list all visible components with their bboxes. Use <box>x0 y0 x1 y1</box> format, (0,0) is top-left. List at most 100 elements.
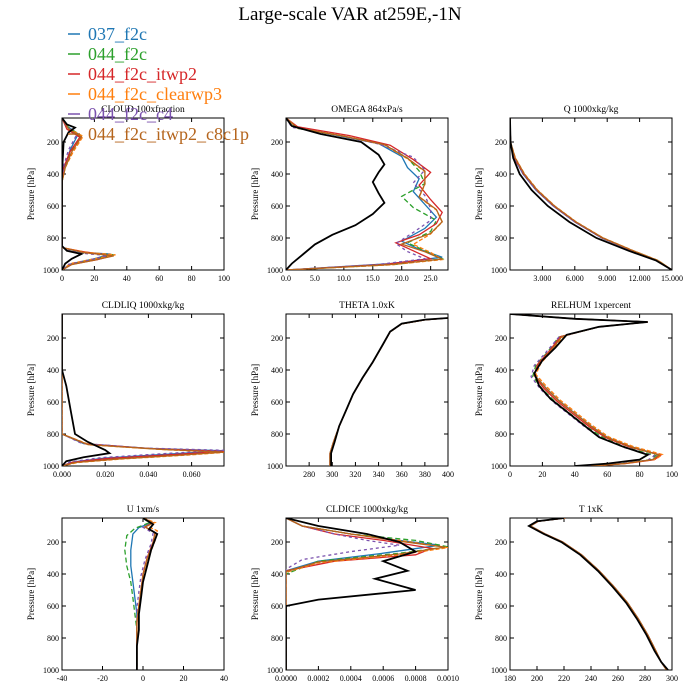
reference-line <box>527 518 669 670</box>
y-tick-label: 200 <box>495 138 507 147</box>
x-tick-label: 0.0006 <box>372 674 394 683</box>
y-tick-label: 1000 <box>491 266 507 275</box>
y-tick-label: 200 <box>271 138 283 147</box>
series-line-044_f2c_itwp2_c8c1p <box>510 118 672 270</box>
x-tick-label: 0.060 <box>183 470 201 479</box>
panel-2: Q 1000xkg/kg Pressure [hPa] 200 400 600 800 10… <box>474 105 683 283</box>
y-tick-label: 200 <box>47 138 59 147</box>
y-tick-label: 800 <box>271 430 283 439</box>
y-tick-label: 600 <box>495 202 507 211</box>
x-tick-label: 5.0 <box>310 274 320 283</box>
series-line-044_f2c_clearwp3 <box>510 118 672 270</box>
x-tick-label: 0.0004 <box>340 674 362 683</box>
panel-4: THETA 1.0xK Pressure [hPa] 200 400 600 800 100… <box>250 301 454 479</box>
x-tick-label: 400 <box>442 470 454 479</box>
panel-frame <box>285 117 449 271</box>
y-tick-label: 1000 <box>491 462 507 471</box>
panel-title: U 1xm/s <box>127 505 160 515</box>
y-tick-label: 400 <box>271 570 283 579</box>
x-tick-label: 6.000 <box>566 274 584 283</box>
y-tick-label: 200 <box>47 334 59 343</box>
x-tick-label: 0.040 <box>139 470 157 479</box>
series-line-044_f2c_itwp2 <box>286 118 443 270</box>
y-tick-label: 1000 <box>267 462 283 471</box>
y-tick-label: 1000 <box>491 666 507 675</box>
series-line-044_f2c_itwp2_c8c1p <box>286 118 443 270</box>
x-tick-label: 280 <box>639 674 651 683</box>
x-tick-label: -40 <box>57 674 68 683</box>
series-line-044_f2c_c4 <box>62 314 224 466</box>
legend-label: 044_f2c <box>88 44 147 64</box>
x-tick-label: 15.0 <box>366 274 380 283</box>
y-tick-label: 800 <box>47 430 59 439</box>
x-tick-label: 40 <box>123 274 131 283</box>
x-tick-label: 60 <box>603 470 611 479</box>
panel-title: Q 1000xkg/kg <box>564 105 619 115</box>
series-line-044_f2c <box>510 118 672 270</box>
y-tick-label: 800 <box>495 234 507 243</box>
y-tick-label: 400 <box>271 170 283 179</box>
x-tick-label: 200 <box>531 674 543 683</box>
series-line-037_f2c <box>528 518 668 670</box>
y-tick-label: 400 <box>47 170 59 179</box>
x-tick-label: 260 <box>612 674 624 683</box>
series-line-037_f2c <box>510 314 661 466</box>
y-axis-label: Pressure [hPa] <box>474 168 484 220</box>
y-tick-label: 1000 <box>43 462 59 471</box>
y-axis-label: Pressure [hPa] <box>474 568 484 620</box>
reference-line <box>330 317 448 466</box>
x-tick-label: 9.000 <box>598 274 616 283</box>
series-line-044_f2c_itwp2_c8c1p <box>528 518 668 670</box>
panel-frame <box>509 117 673 271</box>
series-line-044_f2c_clearwp3 <box>510 314 664 466</box>
x-tick-label: 0.000 <box>53 470 71 479</box>
y-axis-label: Pressure [hPa] <box>474 364 484 416</box>
x-tick-label: 20 <box>90 274 98 283</box>
y-tick-label: 400 <box>47 366 59 375</box>
x-tick-label: 80 <box>188 274 196 283</box>
y-tick-label: 800 <box>271 234 283 243</box>
y-tick-label: 600 <box>271 602 283 611</box>
y-tick-label: 800 <box>47 634 59 643</box>
y-tick-label: 1000 <box>267 266 283 275</box>
y-tick-label: 800 <box>271 634 283 643</box>
series-line-044_f2c_itwp2_c8c1p <box>329 317 448 466</box>
x-tick-label: 300 <box>666 674 678 683</box>
y-tick-label: 400 <box>495 570 507 579</box>
x-tick-label: 12.000 <box>629 274 651 283</box>
x-tick-label: 3.000 <box>533 274 551 283</box>
panel-frame <box>509 517 673 671</box>
legend-label: 037_f2c <box>88 24 147 44</box>
series-line-044_f2c_itwp2 <box>528 518 668 670</box>
series-line-044_f2c <box>510 314 658 466</box>
panel-title: CLDLIQ 1000xkg/kg <box>102 301 185 311</box>
x-tick-label: 10.0 <box>337 274 351 283</box>
y-tick-label: 800 <box>495 430 507 439</box>
reference-line <box>136 518 159 670</box>
legend: 037_f2c044_f2c044_f2c_itwp2044_f2c_clear… <box>68 24 249 144</box>
series-line-044_f2c_clearwp3 <box>62 118 116 270</box>
x-tick-label: 20 <box>180 674 188 683</box>
x-tick-label: 25.0 <box>424 274 438 283</box>
x-tick-label: 0 <box>141 674 145 683</box>
panel-title: T 1xK <box>579 505 604 515</box>
x-tick-label: 360 <box>396 470 408 479</box>
panel-title: CLDICE 1000xkg/kg <box>326 505 408 515</box>
x-tick-label: 0 <box>508 470 512 479</box>
reference-line <box>62 118 85 270</box>
legend-label: 044_f2c_itwp2 <box>88 64 197 84</box>
series-line-037_f2c <box>510 118 672 270</box>
x-tick-label: 0.0000 <box>275 674 297 683</box>
reference-line <box>62 314 112 466</box>
x-tick-label: 0.0008 <box>405 674 427 683</box>
panel-1: OMEGA 864xPa/s Pressure [hPa] 200 400 600 800… <box>250 105 449 283</box>
series-line-044_f2c_itwp2_c8c1p <box>62 118 114 270</box>
x-tick-label: 0.020 <box>96 470 114 479</box>
x-tick-label: 320 <box>349 470 361 479</box>
series-line-044_f2c_c4 <box>286 518 400 670</box>
series-line-044_f2c_c4 <box>528 518 668 670</box>
